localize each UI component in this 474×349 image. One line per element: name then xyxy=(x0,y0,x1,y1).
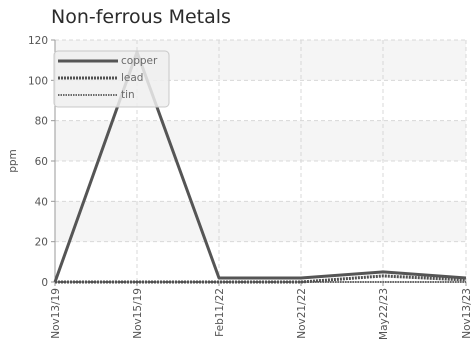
chart-title: Non-ferrous Metals xyxy=(51,6,231,28)
y-tick-label: 20 xyxy=(35,237,48,249)
y-axis-title: ppm xyxy=(7,149,19,173)
plot-band xyxy=(55,201,466,242)
series-line-lead xyxy=(55,274,467,284)
y-tick-label: 0 xyxy=(41,277,48,289)
gridlines xyxy=(55,39,467,282)
x-tick-label: Nov15/19 xyxy=(132,288,144,339)
legend-label-copper: copper xyxy=(121,55,158,67)
x-tick-label: Nov13/23 xyxy=(461,288,473,339)
x-tick-label: Nov21/22 xyxy=(296,288,308,339)
y-tick-label: 40 xyxy=(35,196,48,208)
plot-band xyxy=(55,120,466,161)
x-tick-label: May22/23 xyxy=(378,288,390,340)
y-axis-ticks: 0 20 40 60 80 100 120 xyxy=(28,35,55,289)
x-tick-label: Feb11/22 xyxy=(214,288,226,337)
x-tick-label: Nov13/19 xyxy=(50,288,62,339)
x-axis-ticks: Nov13/19 Nov15/19 Feb11/22 Nov21/22 May22/23… xyxy=(50,282,473,340)
legend-label-tin: tin xyxy=(121,89,135,101)
y-tick-label: 80 xyxy=(35,116,48,128)
y-tick-label: 60 xyxy=(35,156,48,168)
legend-box xyxy=(53,50,170,108)
legend: copper lead tin xyxy=(53,50,170,108)
legend-label-lead: lead xyxy=(121,72,143,84)
y-tick-label: 100 xyxy=(28,75,48,87)
y-tick-label: 120 xyxy=(28,35,48,47)
